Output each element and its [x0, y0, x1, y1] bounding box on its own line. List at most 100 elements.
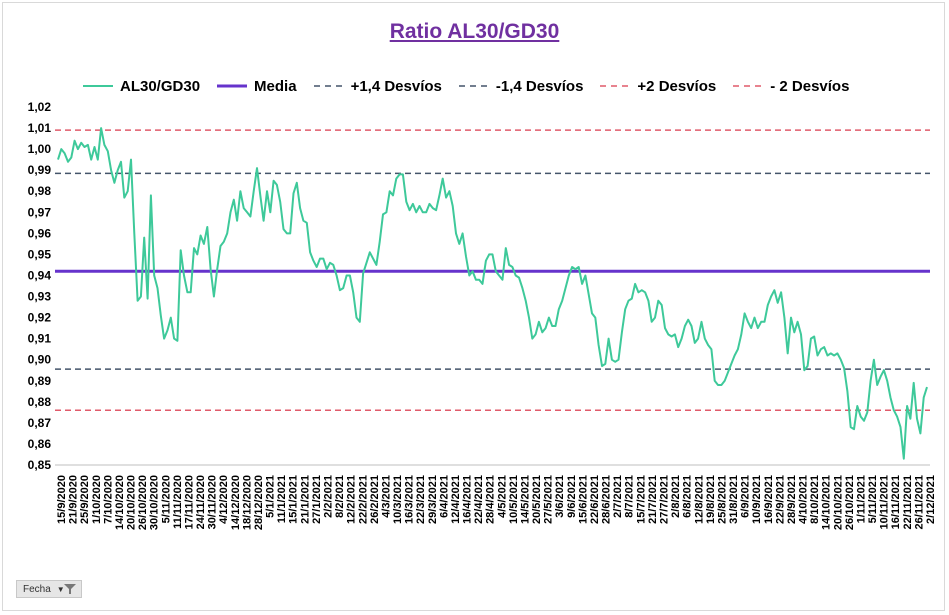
x-tick-label: 15/1/2021 — [288, 475, 300, 524]
x-tick-label: 10/5/2021 — [508, 475, 520, 524]
x-tick-label: 7/10/2020 — [102, 475, 114, 524]
legend-label: -1,4 Desvíos — [495, 77, 584, 95]
filter-label: Fecha — [23, 583, 51, 595]
x-tick-label: 22/11/2021 — [902, 475, 914, 529]
legend-swatch — [600, 85, 631, 87]
y-tick-label: 0,98 — [28, 184, 52, 198]
x-tick-label: 6/8/2021 — [682, 475, 694, 518]
x-tick-label: 8/10/2021 — [809, 475, 821, 524]
x-tick-label: 27/7/2021 — [659, 475, 671, 524]
legend-item-al30-gd30: AL30/GD30 — [82, 78, 200, 95]
x-tick-label: 20/10/2021 — [832, 475, 844, 530]
x-tick-label: 12/8/2021 — [693, 475, 705, 524]
legend-item-1-4-desv-os: -1,4 Desvíos — [458, 77, 584, 95]
legend-label: Media — [254, 77, 297, 95]
filter-funnel-icon — [64, 584, 76, 594]
x-tick-label: 16/11/2021 — [890, 475, 902, 529]
x-tick-label: 14/10/2020 — [114, 475, 126, 530]
y-tick-label: 0,91 — [28, 332, 52, 346]
x-tick-label: 2/12/2021 — [925, 475, 937, 524]
y-tick-label: 0,96 — [28, 226, 52, 240]
x-tick-label: 16/9/2021 — [763, 475, 775, 524]
legend-label: - 2 Desvíos — [770, 77, 850, 95]
x-tick-label: 6/9/2021 — [740, 475, 752, 518]
x-tick-label: 24/11/2020 — [195, 475, 207, 529]
chart-title: Ratio AL30/GD30 — [389, 20, 560, 43]
legend: AL30/GD30 Media +1,4 Desvíos -1,4 Desvíos +2… — [82, 76, 865, 96]
x-tick-label: 14/5/2021 — [520, 475, 532, 524]
y-tick-label: 0,88 — [28, 395, 52, 409]
x-tick-label: 25/9/2020 — [79, 475, 91, 524]
y-tick-label: 0,87 — [28, 416, 52, 430]
x-tick-label: 4/3/2021 — [380, 475, 392, 518]
x-tick-label: 22/6/2021 — [589, 475, 601, 524]
x-tick-label: 15/6/2021 — [577, 475, 589, 524]
y-tick-label: 0,89 — [28, 374, 52, 388]
y-tick-label: 1,01 — [28, 121, 52, 135]
fecha-filter-button[interactable]: Fecha ▼ — [16, 580, 82, 598]
x-tick-label: 2/2/2021 — [323, 475, 335, 518]
x-tick-label: 16/4/2021 — [462, 475, 474, 524]
x-tick-label: 4/12/2020 — [218, 475, 230, 524]
y-tick-label: 1,00 — [28, 142, 52, 156]
x-tick-label: 14/10/2021 — [821, 475, 833, 530]
dropdown-arrow-icon: ▼ — [56, 584, 65, 594]
y-tick-label: 0,86 — [28, 437, 52, 451]
x-tick-label: 21/1/2021 — [299, 475, 311, 524]
x-tick-label: 11/11/2020 — [172, 475, 184, 529]
y-tick-label: 1,02 — [28, 100, 52, 114]
x-tick-label: 22/2/2021 — [357, 475, 369, 524]
x-tick-label: 28/4/2021 — [485, 475, 497, 524]
y-tick-label: 0,95 — [28, 247, 52, 261]
legend-item-1-4-desv-os: +1,4 Desvíos — [313, 78, 442, 95]
legend-swatch — [217, 84, 248, 88]
x-tick-label: 22/4/2021 — [473, 475, 485, 524]
x-tick-label: 2/8/2021 — [670, 475, 682, 518]
x-tick-label: 5/11/2020 — [160, 475, 172, 523]
x-tick-label: 26/11/2021 — [913, 475, 925, 529]
x-tick-label: 26/2/2021 — [369, 475, 381, 524]
x-tick-label: 4/10/2021 — [798, 475, 810, 524]
x-tick-label: 28/12/2020 — [253, 475, 265, 530]
legend-item-2-desv-os: +2 Desvíos — [599, 78, 716, 95]
x-tick-label: 27/1/2021 — [311, 475, 323, 524]
legend-swatch — [83, 85, 113, 87]
x-tick-label: 26/10/2021 — [844, 475, 856, 530]
x-tick-label: 6/4/2021 — [438, 475, 450, 518]
x-tick-label: 15/9/2020 — [56, 475, 68, 524]
x-tick-label: 20/5/2021 — [531, 475, 543, 524]
x-tick-label: 1/10/2020 — [91, 475, 103, 524]
x-tick-label: 22/9/2021 — [774, 475, 786, 524]
y-tick-label: 0,97 — [28, 205, 52, 219]
y-tick-label: 0,99 — [28, 163, 52, 177]
x-tick-label: 12/4/2021 — [450, 475, 462, 524]
x-tick-label: 29/3/2021 — [427, 475, 439, 524]
x-tick-label: 26/10/2020 — [137, 475, 149, 530]
x-tick-label: 25/8/2021 — [716, 475, 728, 524]
x-tick-label: 16/3/2021 — [404, 475, 416, 524]
x-tick-label: 30/10/2020 — [149, 475, 161, 530]
y-tick-label: 0,93 — [28, 290, 52, 304]
x-tick-label: 5/1/2021 — [265, 475, 277, 518]
x-tick-label: 18/12/2020 — [241, 475, 253, 530]
x-tick-label: 21/7/2021 — [647, 475, 659, 524]
x-tick-label: 19/8/2021 — [705, 475, 717, 524]
x-tick-label: 8/2/2021 — [334, 475, 346, 518]
legend-swatch — [458, 85, 489, 87]
x-tick-label: 5/11/2021 — [867, 475, 879, 523]
x-tick-label: 8/7/2021 — [624, 475, 636, 518]
x-tick-label: 27/5/2021 — [543, 475, 555, 524]
y-tick-label: 0,92 — [28, 311, 52, 325]
x-tick-label: 31/8/2021 — [728, 475, 740, 524]
x-tick-label: 1/11/2021 — [856, 475, 868, 523]
x-tick-label: 2/7/2021 — [612, 475, 624, 518]
legend-item-media: Media — [216, 78, 297, 95]
x-tick-label: 9/6/2021 — [566, 475, 578, 518]
x-tick-label: 28/9/2021 — [786, 475, 798, 524]
x-tick-label: 15/7/2021 — [635, 475, 647, 524]
legend-swatch — [733, 85, 764, 87]
x-tick-label: 28/6/2021 — [601, 475, 613, 524]
x-tick-label: 17/11/2020 — [184, 475, 196, 529]
legend-label: +1,4 Desvíos — [350, 77, 442, 95]
